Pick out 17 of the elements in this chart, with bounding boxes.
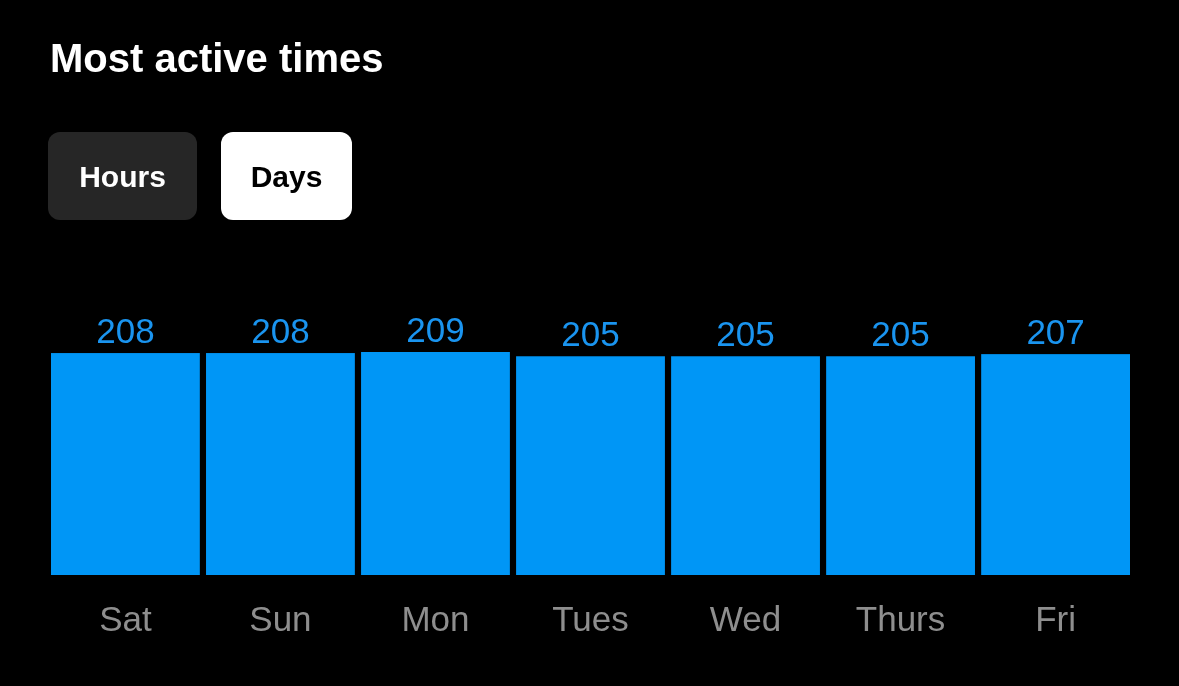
data-label: 208	[251, 311, 310, 351]
text: Hours	[79, 160, 166, 193]
x-tick-label: Fri	[1035, 599, 1076, 638]
x-tick-label: Sun	[249, 599, 312, 638]
data-label: 208	[96, 311, 155, 351]
text: Days	[250, 160, 323, 193]
x-tick-label: Thurs	[855, 599, 946, 638]
data-label: 209	[406, 310, 465, 349]
data-label: 205	[716, 314, 775, 354]
x-tick-label: Mon	[401, 599, 470, 638]
chart-title: Most active times	[50, 36, 384, 80]
data-label: 205	[561, 314, 620, 354]
x-tick-label: Tues	[552, 599, 629, 638]
data-label: 205	[871, 314, 930, 354]
data-label: 207	[1026, 312, 1085, 352]
x-tick-label: Sat	[99, 599, 152, 638]
x-tick-label: Wed	[709, 599, 782, 638]
